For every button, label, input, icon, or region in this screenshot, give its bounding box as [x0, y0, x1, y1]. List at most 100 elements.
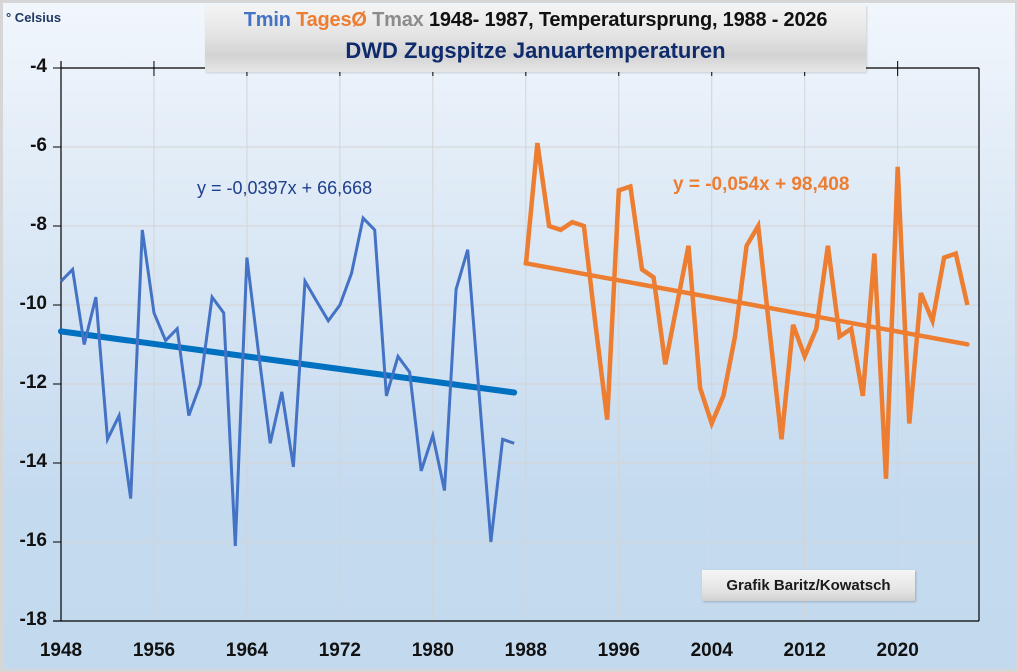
data-point-1984: [478, 394, 481, 397]
data-point-1983: [466, 248, 469, 251]
x-tick-label: 1956: [132, 640, 176, 661]
data-point-1958: [176, 327, 179, 330]
x-tick-label: 1964: [225, 640, 269, 661]
data-point-1968: [292, 465, 295, 468]
data-point-2020: [896, 165, 899, 168]
data-point-2001: [675, 304, 678, 307]
title-avg: TagesØ: [296, 9, 367, 31]
trendline-equation-2: y = -0,054x + 98,408: [673, 174, 850, 195]
data-point-1951: [94, 296, 97, 299]
data-point-2004: [710, 422, 713, 425]
data-point-2019: [885, 477, 888, 480]
data-point-1966: [269, 442, 272, 445]
data-point-1993: [582, 225, 585, 228]
y-tick-label: -18: [19, 609, 47, 630]
data-point-1990: [548, 225, 551, 228]
data-point-1989: [536, 142, 539, 145]
trendline-equation-1: y = -0,0397x + 66,668: [197, 178, 373, 198]
y-tick-label: -4: [30, 56, 47, 77]
data-point-2012: [803, 355, 806, 358]
data-point-1950: [83, 343, 86, 346]
data-point-2011: [792, 323, 795, 326]
data-point-2006: [733, 335, 736, 338]
x-tick-label: 1980: [411, 640, 454, 661]
data-point-2008: [757, 225, 760, 228]
data-point-2013: [815, 327, 818, 330]
y-tick-label: -16: [19, 530, 47, 551]
data-point-1994: [594, 323, 597, 326]
data-point-1988: [524, 264, 527, 267]
trendline-1: [58, 328, 518, 396]
y-tick-label: -6: [30, 135, 47, 156]
gridlines: [61, 68, 979, 621]
data-point-1962: [222, 311, 225, 314]
data-point-1961: [211, 296, 214, 299]
data-point-2007: [745, 244, 748, 247]
data-point-1952: [106, 438, 109, 441]
data-point-2022: [919, 292, 922, 295]
data-point-1992: [571, 221, 574, 224]
data-point-2014: [826, 244, 829, 247]
title-period: 1948- 1987, Temperatursprung, 1988 - 202…: [428, 9, 828, 31]
x-tick-label: 1988: [504, 640, 547, 661]
data-point-1986: [501, 438, 504, 441]
data-point-1963: [234, 544, 237, 547]
y-tick-label: -10: [19, 293, 47, 314]
series-line-1: [59, 215, 515, 547]
x-tick-label: 2004: [690, 640, 733, 661]
data-point-1977: [396, 355, 399, 358]
data-point-1998: [641, 268, 644, 271]
data-point-1974: [362, 217, 365, 220]
data-point-1949: [71, 268, 74, 271]
y-tick-label: -8: [30, 214, 47, 235]
data-point-1980: [431, 434, 434, 437]
data-point-1954: [129, 497, 132, 500]
chart-title-box: Tmin TagesØ Tmax 1948- 1987, Temperaturs…: [205, 5, 866, 72]
data-point-2023: [931, 319, 934, 322]
data-point-1960: [199, 383, 202, 386]
data-point-1985: [489, 541, 492, 544]
data-point-1955: [141, 228, 144, 231]
data-point-2000: [664, 363, 667, 366]
series-line-2: [523, 142, 970, 479]
data-point-1997: [629, 185, 632, 188]
data-point-2003: [699, 386, 702, 389]
data-point-1996: [617, 189, 620, 192]
title-tmin: Tmin: [243, 9, 291, 31]
data-point-1967: [280, 390, 283, 393]
data-point-2016: [850, 327, 853, 330]
data-point-2021: [908, 422, 911, 425]
data-point-1965: [257, 351, 260, 354]
data-point-1991: [559, 228, 562, 231]
data-point-1964: [245, 256, 248, 259]
y-tick-label: -14: [19, 451, 47, 472]
x-tick-label: 1948: [39, 640, 83, 661]
data-point-1976: [385, 394, 388, 397]
chart-title: Tmin TagesØ Tmax 1948- 1987, Temperaturs…: [205, 9, 866, 32]
data-point-1972: [338, 304, 341, 307]
data-point-1956: [152, 311, 155, 314]
data-point-2018: [873, 252, 876, 255]
data-point-2005: [722, 394, 725, 397]
x-tick-label: 2020: [876, 640, 919, 661]
data-point-1969: [304, 280, 307, 283]
credit-annotation: Grafik Baritz/Kowatsch: [702, 570, 915, 601]
data-point-2002: [687, 244, 690, 247]
data-series: [59, 142, 970, 547]
data-point-2017: [861, 394, 864, 397]
data-point-1948: [60, 280, 63, 283]
data-point-1975: [373, 228, 376, 231]
data-point-2026: [966, 304, 969, 307]
data-point-1999: [652, 276, 655, 279]
axes: [53, 61, 980, 622]
data-point-1995: [606, 418, 609, 421]
data-point-1979: [420, 469, 423, 472]
data-point-2010: [780, 438, 783, 441]
data-point-1987: [513, 442, 516, 445]
data-point-1981: [443, 489, 446, 492]
data-point-2009: [768, 331, 771, 334]
y-tick-label: -12: [19, 372, 47, 393]
title-tmax: Tmax: [372, 9, 424, 31]
data-point-2015: [838, 335, 841, 338]
